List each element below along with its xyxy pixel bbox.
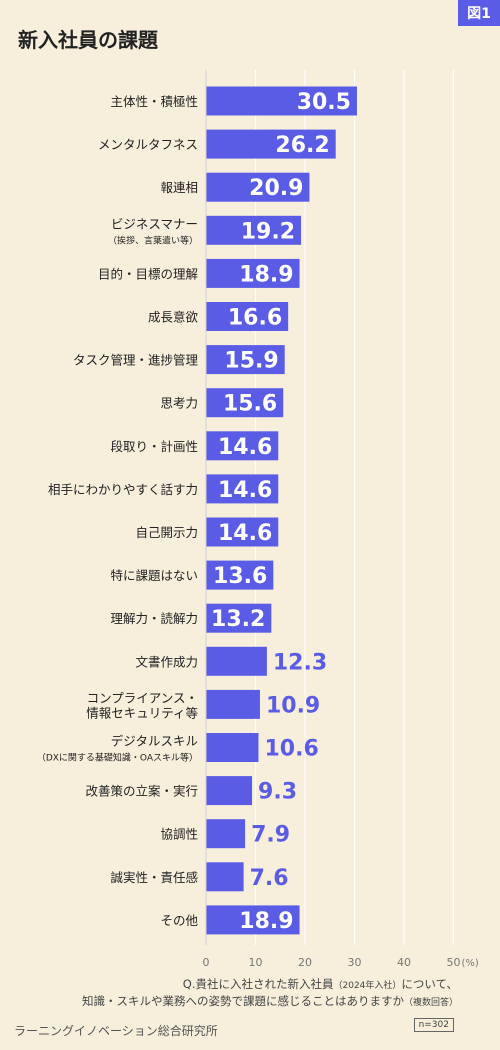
category-label: 主体性・積極性 xyxy=(110,94,198,109)
bar-value-label: 30.5 xyxy=(297,90,351,115)
category-label: 目的・目標の理解 xyxy=(98,266,198,281)
category-label: 相手にわかりやすく話す力 xyxy=(48,482,198,497)
bar xyxy=(206,603,272,633)
category-label: 自己開示力 xyxy=(135,525,198,540)
bar-value-label: 16.6 xyxy=(228,306,282,331)
bar-value-label: 7.9 xyxy=(251,823,290,848)
bar-value-label: 14.6 xyxy=(218,521,272,546)
category-label: ビジネスマナー xyxy=(111,216,198,231)
bar xyxy=(206,517,279,547)
bar-chart: 30.5 主体性・積極性 26.2 メンタルタフネス 20.9 報連相 19.2 ビジネスマナ… xyxy=(37,70,479,969)
category-label: 思考力 xyxy=(160,396,198,411)
survey-question-line-1: Q.貴社に入社された新入社員（2024年入社）について、 xyxy=(183,976,458,992)
category-label: 理解力・読解力 xyxy=(110,611,198,626)
source-credit: ラーニングイノベーション総合研究所 xyxy=(14,1024,218,1038)
bar-value-label: 18.9 xyxy=(239,262,293,287)
bar xyxy=(206,215,302,245)
bar-value-label: 14.6 xyxy=(218,435,272,460)
bar xyxy=(206,345,285,375)
bar xyxy=(206,474,279,504)
category-label: メンタルタフネス xyxy=(98,137,198,152)
figure-number-badge: 図1 xyxy=(458,0,500,26)
x-tick-label: 0 xyxy=(203,956,210,969)
category-label: 特に課題はない xyxy=(110,568,198,583)
bar-value-label: 12.3 xyxy=(273,650,327,675)
category-label: デジタルスキル xyxy=(111,734,198,749)
x-tick-label: 10 xyxy=(249,956,263,969)
category-label: 成長意欲 xyxy=(148,310,198,325)
question-multiple-answers: （複数回答） xyxy=(403,998,458,1008)
bar-value-label: 7.6 xyxy=(250,866,289,891)
bar-value-label: 10.6 xyxy=(264,737,318,762)
question-year: （2024年入社） xyxy=(333,981,402,991)
bar-value-label: 14.6 xyxy=(218,478,272,503)
bar xyxy=(206,819,246,849)
bar-value-label: 15.9 xyxy=(224,349,278,374)
bar-value-label: 20.9 xyxy=(249,176,303,201)
x-tick-label: 20 xyxy=(298,956,312,969)
bar xyxy=(206,86,357,116)
bar-value-label: 13.6 xyxy=(213,564,267,589)
bar-value-label: 15.6 xyxy=(223,392,277,417)
bar xyxy=(206,431,279,461)
bar xyxy=(206,560,274,590)
category-label: 協調性 xyxy=(160,827,198,842)
category-label: 誠実性・責任感 xyxy=(110,870,198,885)
question-text-c: 知識・スキルや業務への姿勢で課題に感じることはありますか xyxy=(81,994,404,1008)
chart-title: 新入社員の課題 xyxy=(18,28,158,52)
question-text-a: Q.貴社に入社された新入社員 xyxy=(182,977,334,991)
bar xyxy=(206,862,244,892)
bar xyxy=(206,733,259,762)
sample-size-badge: n=302 xyxy=(413,1018,454,1032)
bar-value-label: 18.9 xyxy=(239,909,293,934)
category-label: タスク管理・進捗管理 xyxy=(73,353,199,368)
category-label: 段取り・計画性 xyxy=(110,439,198,454)
category-label: コンプライアンス・ xyxy=(87,690,198,705)
x-axis-unit: (%) xyxy=(462,958,479,969)
question-text-b: について、 xyxy=(401,977,458,991)
bar xyxy=(206,689,260,719)
x-tick-label: 40 xyxy=(397,956,411,969)
bar xyxy=(206,388,284,418)
survey-question-line-2: 知識・スキルや業務への姿勢で課題に感じることはありますか（複数回答） xyxy=(82,993,458,1009)
bar xyxy=(206,258,300,288)
category-label: 改善策の立案・実行 xyxy=(85,784,198,799)
bar-value-label: 19.2 xyxy=(241,219,295,244)
category-label: その他 xyxy=(160,913,198,928)
bar xyxy=(206,646,267,676)
category-sublabel: （挨拶、言葉遣い等） xyxy=(108,234,198,246)
category-label: 報連相 xyxy=(160,180,198,195)
category-sublabel: 情報セキュリティ等 xyxy=(86,705,198,720)
bar-value-label: 9.3 xyxy=(258,780,297,805)
bar xyxy=(206,172,310,202)
x-tick-label: 50 xyxy=(447,956,461,969)
category-label: 文書作成力 xyxy=(135,654,198,669)
bar xyxy=(206,905,300,935)
bar-value-label: 10.9 xyxy=(266,693,320,718)
category-sublabel: （DXに関する基礎知識・OAスキル等） xyxy=(37,752,198,764)
bar-value-label: 26.2 xyxy=(275,133,329,158)
bar xyxy=(206,776,253,806)
bar xyxy=(206,302,289,331)
x-tick-label: 30 xyxy=(348,956,362,969)
bar-value-label: 13.2 xyxy=(211,607,265,632)
bar xyxy=(206,129,336,159)
